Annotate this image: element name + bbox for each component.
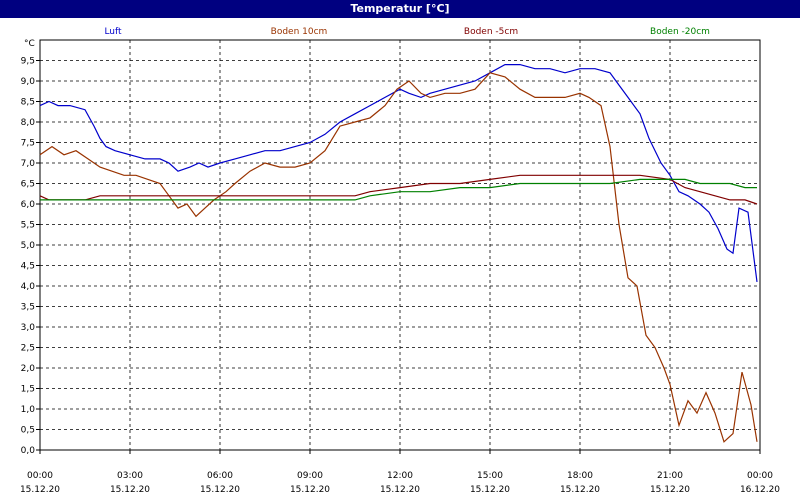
y-tick-label: 8,0 <box>21 118 36 128</box>
legend-entry: Boden 10cm <box>271 27 328 37</box>
x-tick-date: 15.12.20 <box>290 485 330 495</box>
grid <box>39 39 761 451</box>
y-tick-label: 3,0 <box>21 323 36 333</box>
series-lines <box>39 63 758 443</box>
y-tick-label: 9,5 <box>21 57 35 67</box>
legend-entry: Boden -5cm <box>464 27 518 37</box>
x-tick-time: 00:00 <box>27 471 53 481</box>
legend-entry: Boden -20cm <box>650 27 710 37</box>
series-line-boden-5cm <box>39 174 758 205</box>
x-tick-date: 15.12.20 <box>470 485 510 495</box>
y-tick-label: 1,0 <box>21 405 36 415</box>
x-tick-date: 16.12.20 <box>740 485 780 495</box>
temperature-chart: 0,0 0,5 1,0 1,5 2,0 2,5 3,0 3,5 4,0 4,5 5,0 5,5 6,0 6… <box>20 27 780 496</box>
y-tick-label: 6,5 <box>21 180 35 190</box>
y-tick-label: 4,5 <box>21 262 35 272</box>
y-tick-label: 7,0 <box>21 159 36 169</box>
y-tick-label: 7,5 <box>21 139 35 149</box>
x-tick-date: 15.12.20 <box>20 485 60 495</box>
series-line-luft <box>39 63 758 282</box>
legend-entry: Luft <box>104 27 122 37</box>
x-tick-time: 03:00 <box>117 471 143 481</box>
x-tick-date: 15.12.20 <box>560 485 600 495</box>
x-tick-date: 15.12.20 <box>200 485 240 495</box>
x-tick-time: 09:00 <box>297 471 323 481</box>
y-tick-label: 0,5 <box>21 426 35 436</box>
y-tick-label: 2,5 <box>21 344 35 354</box>
y-tick-label: 9,0 <box>21 77 36 87</box>
x-tick-time: 06:00 <box>207 471 233 481</box>
x-tick-time: 18:00 <box>567 471 593 481</box>
x-tick-date: 15.12.20 <box>110 485 150 495</box>
x-tick-time: 12:00 <box>387 471 413 481</box>
y-tick-label: 6,0 <box>21 200 36 210</box>
series-line-boden-10cm <box>39 72 758 443</box>
y-tick-label: 0,0 <box>21 446 36 456</box>
chart-title: Temperatur [°C] <box>0 0 800 18</box>
x-tick-date: 15.12.20 <box>650 485 690 495</box>
axis-ticks: 0,0 0,5 1,0 1,5 2,0 2,5 3,0 3,5 4,0 4,5 5,0 5,5 6,0 6… <box>20 57 780 496</box>
y-axis-label: °C <box>24 39 35 49</box>
x-tick-date: 15.12.20 <box>380 485 420 495</box>
y-tick-label: 4,0 <box>21 282 36 292</box>
x-tick-time: 15:00 <box>477 471 503 481</box>
y-tick-label: 2,0 <box>21 364 36 374</box>
legend: Luft Boden 10cm Boden -5cm Boden -20cm <box>104 27 710 37</box>
x-tick-time: 00:00 <box>747 471 773 481</box>
x-tick-time: 21:00 <box>657 471 683 481</box>
y-tick-label: 3,5 <box>21 303 35 313</box>
y-tick-label: 5,5 <box>21 221 35 231</box>
y-tick-label: 1,5 <box>21 385 35 395</box>
series-line-boden-20cm <box>40 178 757 201</box>
y-tick-label: 8,5 <box>21 98 35 108</box>
y-tick-label: 5,0 <box>21 241 36 251</box>
